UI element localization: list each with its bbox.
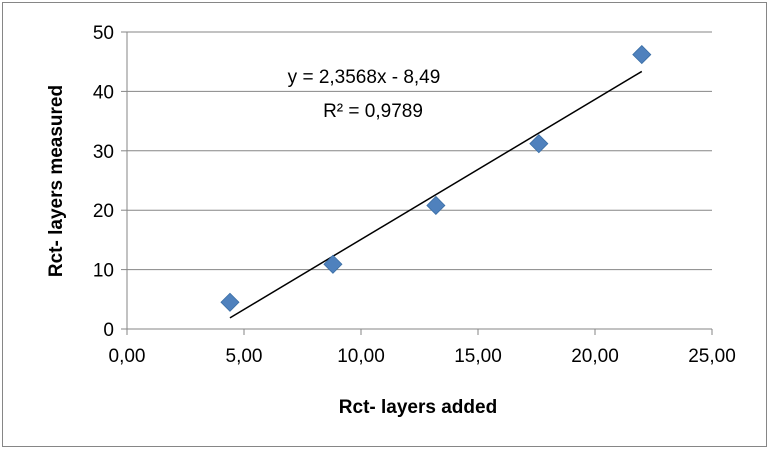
chart-frame: [2, 2, 767, 447]
x-tick-label: 25,00: [688, 346, 736, 367]
annotations: y = 2,3568x - 8,49 R² = 0,9789 Rct- laye…: [46, 67, 497, 418]
trendline: [229, 70, 643, 319]
data-point-marker: [529, 134, 549, 154]
y-axis-title: Rct- layers measured: [46, 85, 67, 277]
data-point-marker: [220, 292, 240, 312]
y-tick-label: 10: [93, 261, 114, 282]
trendline-equation: y = 2,3568x - 8,49: [288, 67, 441, 88]
x-tick-label: 20,00: [571, 346, 619, 367]
trendline-r-squared: R² = 0,9789: [323, 101, 423, 122]
y-tick-label: 40: [93, 82, 114, 103]
tick-labels: 0 10 20 30 40 50 0,00 5,00 10,00 15,00 20,00 25,00: [93, 23, 736, 367]
data-points: [220, 45, 652, 312]
axes: [121, 31, 713, 335]
x-tick-label: 5,00: [226, 346, 263, 367]
y-tick-label: 0: [103, 320, 114, 341]
x-tick-label: 10,00: [337, 346, 385, 367]
x-tick-label: 0,00: [109, 346, 146, 367]
data-point-marker: [323, 254, 343, 274]
x-axis-title: Rct- layers added: [339, 397, 497, 418]
y-tick-label: 50: [93, 23, 114, 44]
trendline-group: [229, 70, 643, 319]
y-tick-label: 20: [93, 201, 114, 222]
x-tick-label: 15,00: [454, 346, 502, 367]
y-tick-label: 30: [93, 142, 114, 163]
data-point-marker: [632, 45, 652, 65]
data-point-marker: [426, 195, 446, 216]
gridlines: [127, 31, 712, 271]
